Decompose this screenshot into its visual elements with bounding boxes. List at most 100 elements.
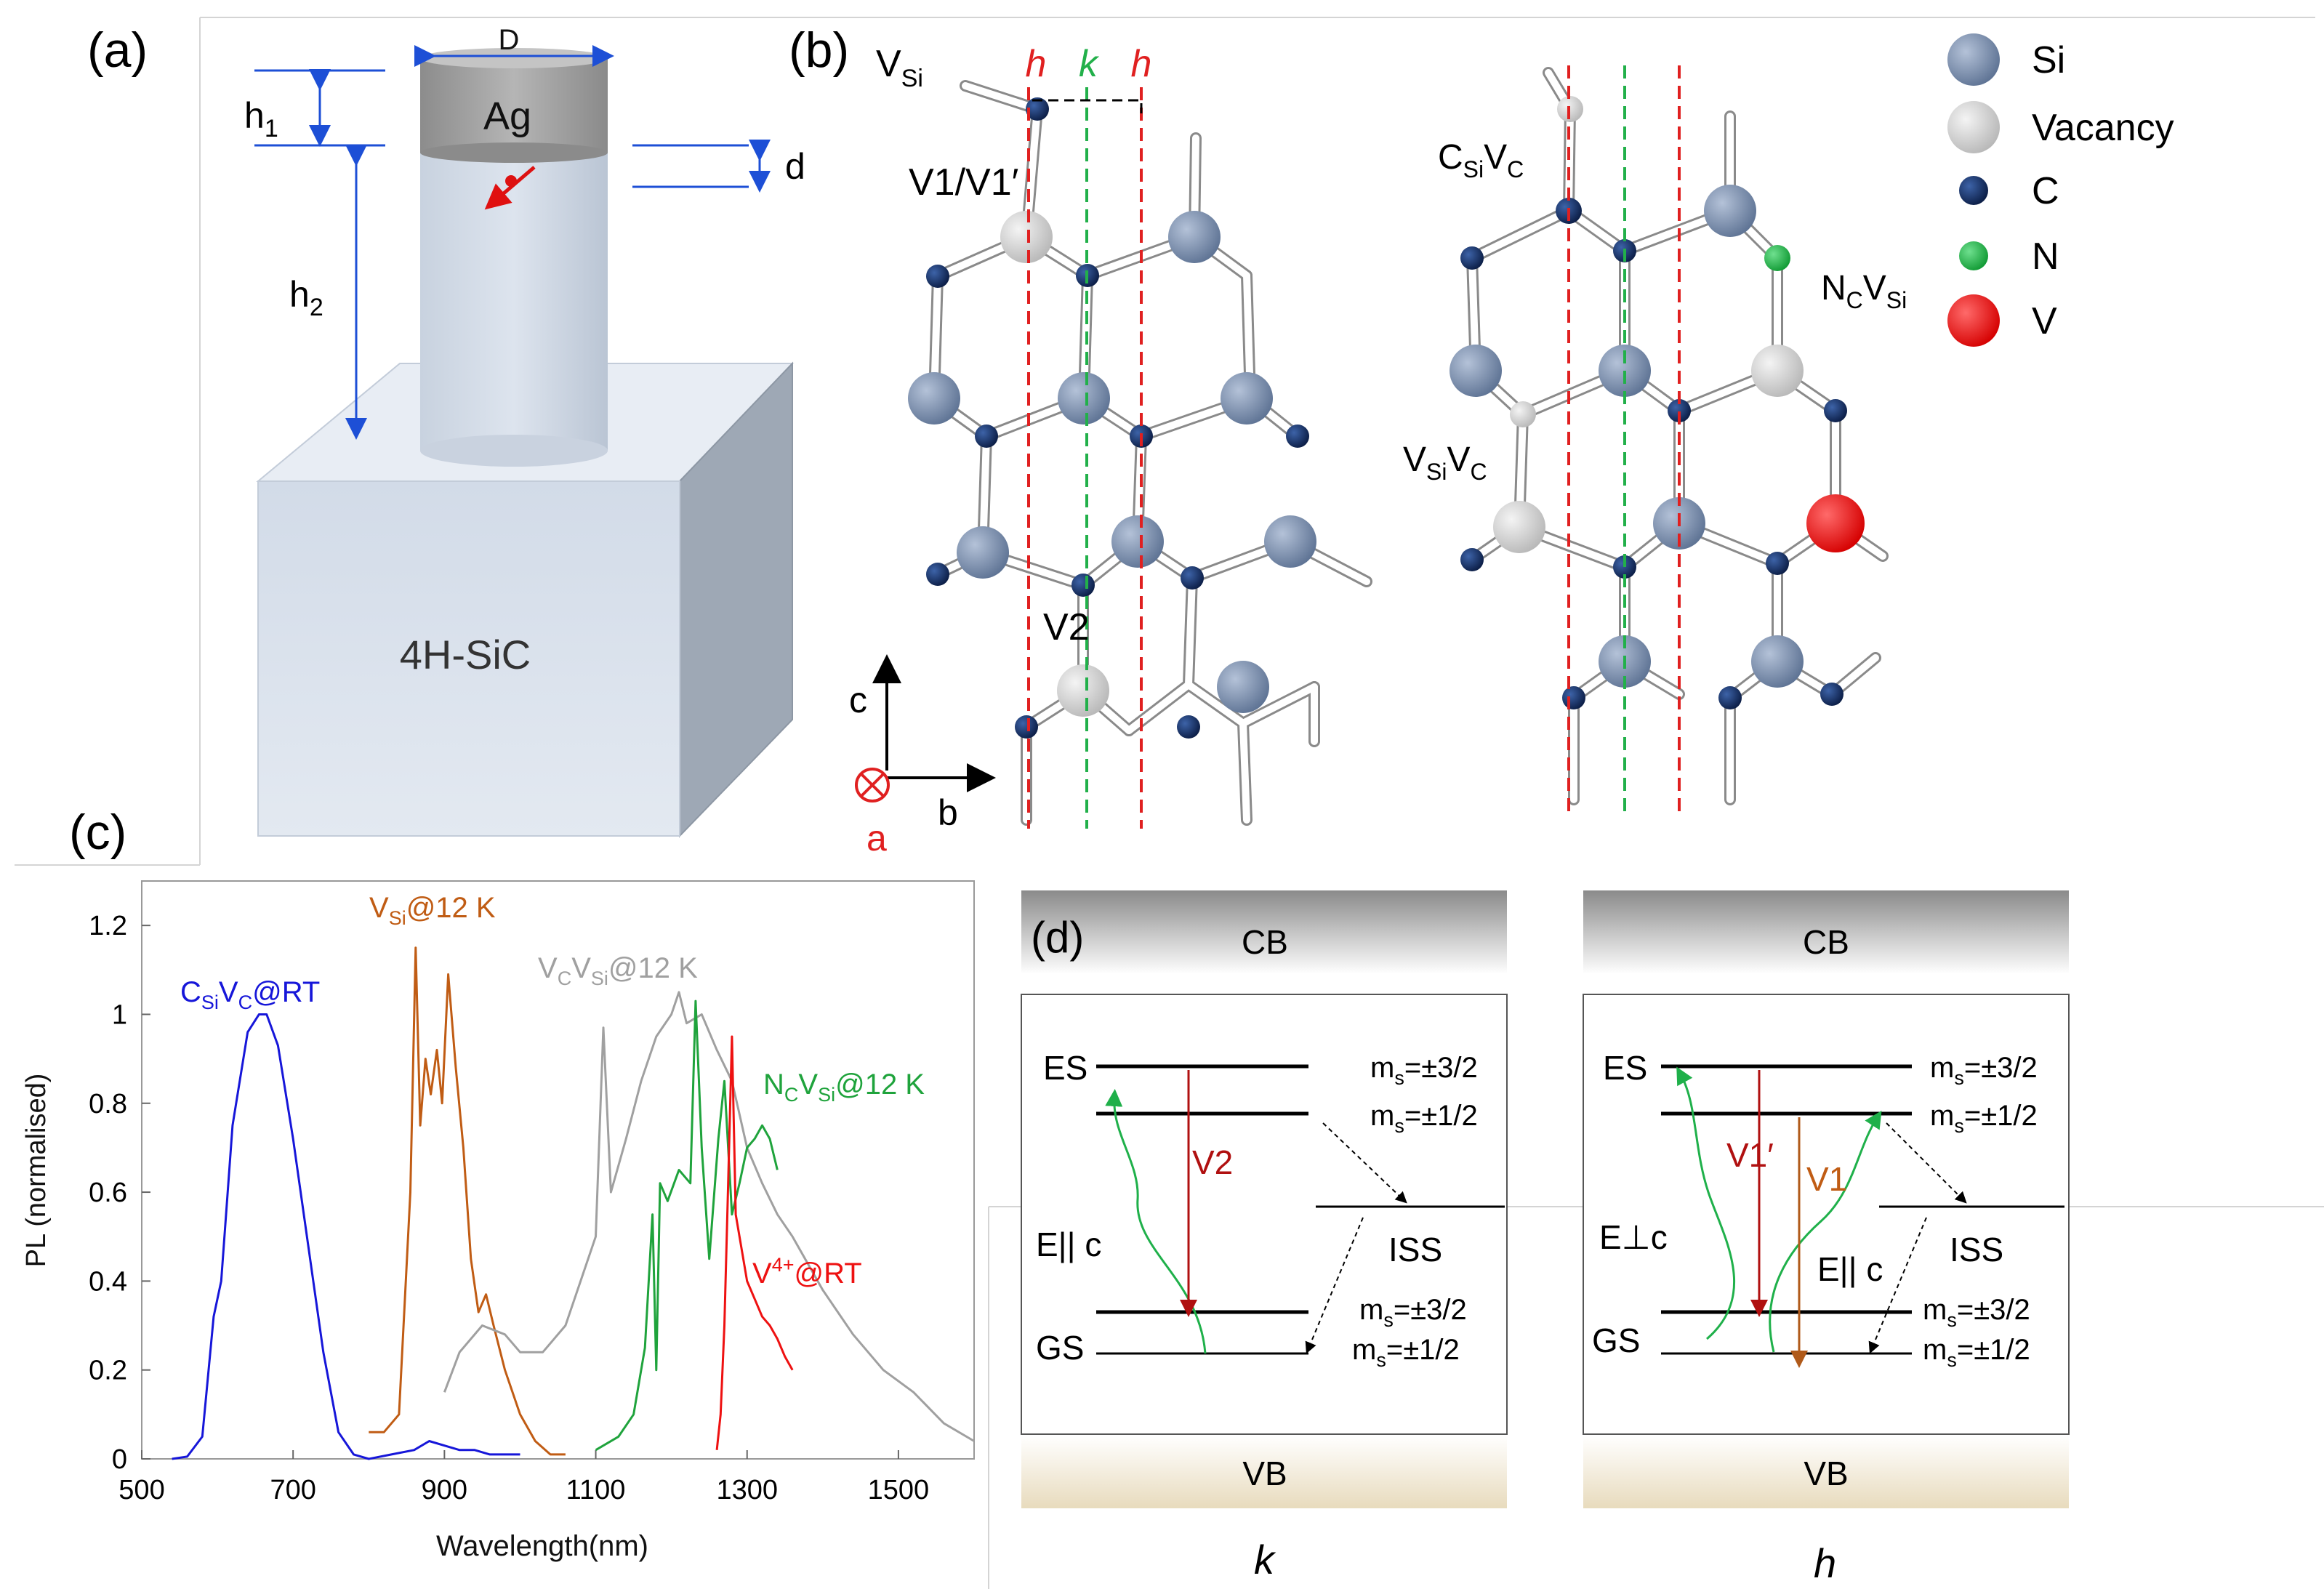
cb-label-h: CB [1803,923,1849,961]
series-label-csivc: CSiVC@RT [180,976,320,1013]
atom-c [926,265,949,288]
site-label-k: k [1254,1537,1276,1582]
gs-label-k: GS [1036,1329,1084,1367]
substrate-front-face [257,480,680,837]
vsi-site-box [1032,99,1143,116]
pillar-base [420,435,608,467]
series-label-vsi: VSi@12 K [369,892,496,929]
legend-v-marker [1947,294,2000,347]
polarization-label-h2: E|| c [1817,1250,1883,1288]
atom-si [908,372,960,425]
ms-label: ms=±1/2 [1352,1334,1460,1371]
v1p-transition-label: V1′ [1726,1136,1774,1174]
atom-si [1221,372,1273,425]
cb-band-k [1021,890,1507,974]
chart-ticks: 500 700 900 1100 1300 1500 0 0.2 0.4 0.6 0.8 1 1.2 [89,911,929,1505]
atom-c [1718,686,1742,709]
v1-label: V1/V1′ [909,161,1018,204]
series-line-3 [595,999,779,1452]
ms-label: ms=±3/2 [1359,1294,1467,1331]
v2-label: V2 [1043,606,1090,648]
atom-c [1460,548,1484,571]
y-tick-label: 1 [112,999,127,1030]
y-tick-label: 0.8 [89,1089,127,1119]
legend-si-marker [1947,33,2000,86]
y-axis-label: PL (normalised) [21,1074,52,1268]
atom-c [1071,574,1095,597]
atom-c [1177,715,1200,739]
y-tick-label: 0.6 [89,1178,127,1208]
axis-c-label: c [849,680,867,720]
pillar-body [420,153,608,451]
series-line-4 [715,1035,794,1450]
ag-cap [420,58,608,153]
legend-n-marker [1959,241,1988,270]
es-label-k: ES [1043,1049,1087,1087]
legend-c-marker [1959,176,1988,205]
column-h-label: h [1026,43,1047,85]
atom-si [1450,345,1502,397]
atom-si [1111,515,1164,568]
vb-label-h: VB [1804,1455,1848,1492]
atom-c [975,425,998,448]
polarization-label-k: E|| c [1036,1226,1101,1263]
dipole-dot [505,175,517,187]
axis-b-label: b [938,792,958,833]
legend-vacancy-marker [1947,101,2000,153]
atom-si [1751,635,1804,688]
atom-c [1181,566,1204,590]
atom-c [926,563,949,586]
panel-a: (a) 4H-SiC Ag D h1 h2 d [87,23,805,838]
atom-c [1562,686,1585,709]
vb-band-h [1583,1436,2069,1508]
atom-vacancy [1000,211,1053,263]
panel-label-c: (c) [69,805,126,860]
legend-label: Si [2032,39,2065,81]
atom-legend: Si Vacancy C N V [1947,33,2174,347]
ms-label: ms=±3/2 [1930,1052,2038,1089]
atom-vacancy [1057,664,1109,717]
vsivc-label: VSiVC [1403,441,1487,485]
vsi-label: VSi [876,43,923,92]
x-tick-label: 1500 [868,1475,930,1505]
series-line-1 [369,946,566,1456]
ag-label: Ag [483,94,531,138]
legend-label: V [2032,300,2057,342]
ms-label: ms=±3/2 [1370,1052,1478,1089]
column-h-label: h [1131,43,1152,85]
chart-lines [172,946,975,1460]
x-tick-label: 900 [422,1475,467,1505]
atom-v [1806,494,1865,552]
lattice-right-atoms [1450,96,1865,709]
substrate-label: 4H-SiC [400,632,531,677]
excitation-arrow-h [1676,1066,1736,1340]
plot-frame [141,880,975,1460]
panel-b: (b) [789,23,2174,858]
ms-label: ms=±1/2 [1370,1100,1478,1137]
atom-c [1766,552,1789,575]
y-tick-label: 0.4 [89,1266,127,1297]
x-tick-label: 700 [270,1475,315,1505]
es-label-h: ES [1603,1049,1647,1087]
v2-transition-label: V2 [1192,1143,1233,1181]
legend-label: N [2032,236,2059,278]
v1-transition-label: V1 [1806,1160,1847,1198]
diameter-label: D [499,24,520,56]
legend-label: C [2032,170,2059,212]
axis-a-label: a [867,818,887,858]
vb-band-k [1021,1436,1507,1508]
series-label-vcvsi: VCVSi@12 K [538,952,698,989]
h1-label: h1 [244,95,278,142]
atom-si [1264,515,1316,568]
iss-label-k: ISS [1388,1231,1442,1268]
x-axis-label: Wavelength(nm) [436,1530,648,1562]
csivc-label: CSiVC [1438,138,1524,182]
panel-c: (c) 500 700 900 1100 1300 1500 0 0.2 0.4 0.6 0.8 1 1… [21,805,975,1562]
site-label-h: h [1814,1540,1836,1586]
series-line-2 [443,991,975,1442]
panel-d: CB VB (d) ES GS E|| c ISS ms=±3/2 ms=±1/… [1021,890,2070,1586]
cb-label-k: CB [1242,923,1288,961]
ms-label: ms=±1/2 [1930,1100,2038,1137]
ncvsi-label: NCVSi [1821,269,1907,313]
atom-c [1460,246,1484,270]
